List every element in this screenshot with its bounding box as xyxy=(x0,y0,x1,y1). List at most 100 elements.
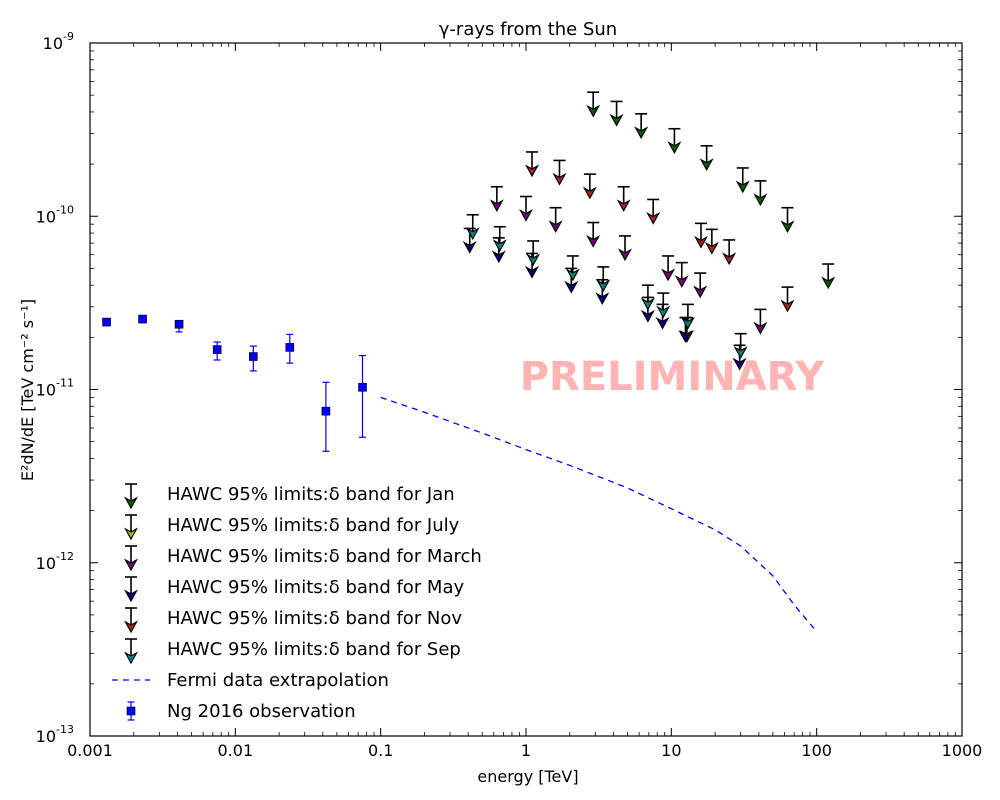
upper-limit-marker xyxy=(646,198,661,225)
y-tick-label: 10-9 xyxy=(43,30,74,53)
series-6 xyxy=(380,396,818,633)
square-marker xyxy=(249,352,258,361)
upper-limit-marker xyxy=(656,292,671,319)
upper-limit-marker xyxy=(704,228,719,255)
observation-point xyxy=(138,314,147,324)
square-marker xyxy=(212,345,222,354)
series-4 xyxy=(525,151,795,313)
upper-limit-marker xyxy=(526,240,541,267)
legend-label: Fermi data extrapolation xyxy=(167,670,389,691)
observation-point xyxy=(285,333,295,364)
upper-limit-marker xyxy=(693,222,709,249)
observation-point xyxy=(174,319,184,333)
x-tick-label: 0.1 xyxy=(368,741,393,760)
upper-limit-marker xyxy=(661,255,676,282)
legend-marker xyxy=(123,638,139,665)
axes: 0.001 0.01 0.1 1 10 100 1000 10-13 10-12 10-11 10-… xyxy=(36,30,983,760)
legend-entry: HAWC 95% limits:δ band for Jan xyxy=(123,483,455,510)
upper-limit-marker xyxy=(821,263,836,290)
upper-limit-marker xyxy=(616,185,631,212)
legend-marker xyxy=(123,545,139,572)
upper-limit-marker xyxy=(586,91,601,118)
legend-label: HAWC 95% limits:δ band for July xyxy=(167,515,460,536)
series-5 xyxy=(465,213,748,359)
upper-limit-marker xyxy=(753,180,768,207)
legend-marker xyxy=(126,706,136,716)
upper-limit-marker xyxy=(667,127,682,154)
upper-limit-marker xyxy=(753,308,768,335)
legend-label: HAWC 95% limits:δ band for May xyxy=(167,577,464,598)
legend-entry: HAWC 95% limits:δ band for Nov xyxy=(123,607,462,634)
upper-limit-marker xyxy=(491,237,506,264)
plot-area xyxy=(90,43,962,736)
legend-marker xyxy=(123,576,139,603)
x-tick-label: 0.01 xyxy=(218,741,254,760)
plot-background xyxy=(90,43,962,736)
upper-limit-marker xyxy=(640,284,655,311)
x-tick-label: 1 xyxy=(521,741,531,760)
legend-marker xyxy=(123,483,139,510)
legend-entry: HAWC 95% limits:δ band for March xyxy=(123,545,482,572)
legend-entry: Fermi data extrapolation xyxy=(112,670,389,691)
upper-limit-marker xyxy=(586,221,601,248)
upper-limit-marker xyxy=(489,185,504,212)
preliminary-watermark: PRELIMINARY xyxy=(520,354,826,400)
upper-limit-marker xyxy=(780,206,795,233)
upper-limit-marker xyxy=(609,100,624,127)
upper-limit-marker xyxy=(465,213,480,241)
y-tick-label: 10-11 xyxy=(36,377,74,400)
upper-limit-marker xyxy=(735,167,750,194)
x-tick-label: 100 xyxy=(801,741,832,760)
upper-limit-marker xyxy=(596,266,611,293)
upper-limit-marker xyxy=(492,225,507,252)
fermi-extrapolation-line xyxy=(380,396,818,633)
chart-title: γ-rays from the Sun xyxy=(439,19,617,40)
square-marker xyxy=(102,317,111,327)
upper-limit-marker xyxy=(780,286,795,313)
upper-limit-marker xyxy=(582,173,597,200)
legend-label: HAWC 95% limits:δ band for March xyxy=(167,546,482,567)
legend-label: HAWC 95% limits:δ band for Sep xyxy=(167,639,461,660)
series-7 xyxy=(102,314,367,452)
upper-limit-marker xyxy=(680,303,695,330)
x-tick-label: 1000 xyxy=(942,741,983,760)
y-tick-label: 10-13 xyxy=(36,723,74,746)
upper-limit-marker xyxy=(462,227,477,254)
legend-label: HAWC 95% limits:δ band for Jan xyxy=(167,484,455,505)
upper-limit-marker xyxy=(674,261,689,288)
observation-point xyxy=(321,381,331,452)
legend-entry: Ng 2016 observation xyxy=(126,701,356,722)
x-tick-label: 0.001 xyxy=(67,741,113,760)
upper-limit-marker xyxy=(722,239,737,266)
legend-entry: HAWC 95% limits:δ band for May xyxy=(123,576,464,603)
legend-entry: HAWC 95% limits:δ band for Sep xyxy=(123,638,461,665)
legend: HAWC 95% limits:δ band for Jan HAWC 95% l… xyxy=(112,483,482,722)
upper-limit-marker xyxy=(634,113,649,140)
square-marker xyxy=(285,343,295,352)
y-tick-label: 10-10 xyxy=(36,203,74,226)
upper-limit-marker xyxy=(525,151,540,178)
upper-limit-marker xyxy=(733,332,748,359)
upper-limit-marker xyxy=(518,195,534,222)
upper-limit-marker xyxy=(699,145,714,172)
square-marker xyxy=(174,319,184,329)
legend-entry: HAWC 95% limits:δ band for July xyxy=(123,514,460,541)
legend-label: Ng 2016 observation xyxy=(167,701,356,722)
observation-point xyxy=(102,317,111,327)
observation-point xyxy=(358,354,367,438)
square-marker xyxy=(321,406,331,416)
legend-marker xyxy=(123,607,139,634)
series-layer xyxy=(102,91,836,633)
y-tick-label: 10-12 xyxy=(36,550,74,573)
upper-limit-marker xyxy=(565,255,580,282)
legend-label: HAWC 95% limits:δ band for Nov xyxy=(167,608,462,629)
series-0 xyxy=(586,91,836,290)
x-tick-label: 10 xyxy=(661,741,681,760)
observation-point xyxy=(212,341,222,361)
legend-marker xyxy=(123,514,139,541)
square-marker xyxy=(358,382,367,392)
upper-limit-marker xyxy=(548,206,563,233)
upper-limit-marker xyxy=(552,159,567,186)
upper-limit-marker xyxy=(617,235,633,262)
